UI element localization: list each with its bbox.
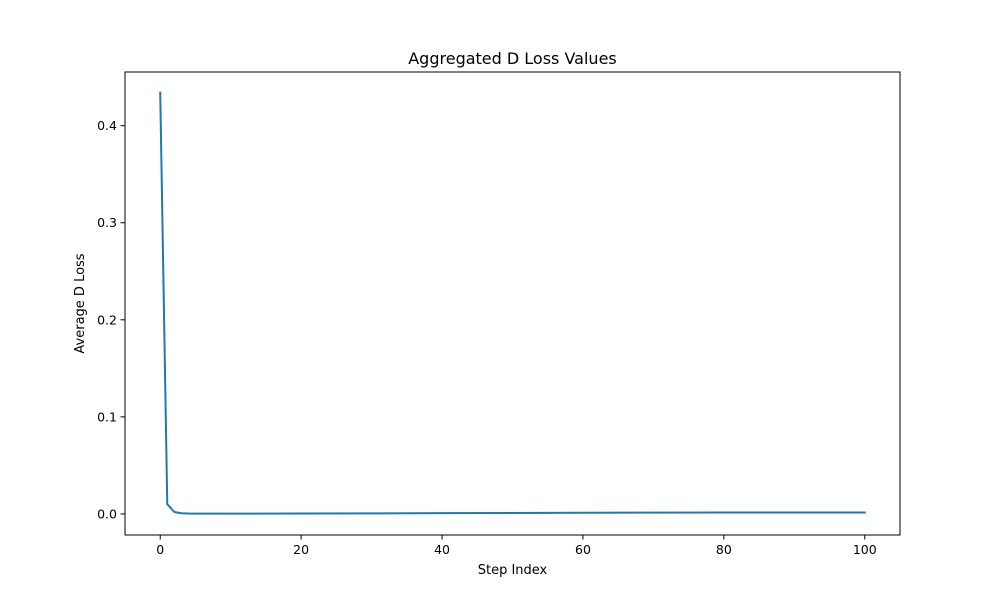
y-tick-label: 0.0 xyxy=(97,506,117,521)
plot-area: 0 20 40 60 80 100 0.0 0.1 0.2 0.3 0.4 xyxy=(97,71,901,557)
x-tick-label: 0 xyxy=(156,542,164,557)
x-tick-label: 20 xyxy=(293,542,309,557)
x-tick-label: 40 xyxy=(434,542,450,557)
y-axis-label: Average D Loss xyxy=(73,253,88,353)
plot-frame xyxy=(124,71,901,536)
chart-title: Aggregated D Loss Values xyxy=(408,49,617,68)
y-tick-label: 0.3 xyxy=(97,215,117,230)
y-tick-label: 0.4 xyxy=(97,118,117,133)
y-tick-label: 0.2 xyxy=(97,312,117,327)
x-tick-label: 60 xyxy=(575,542,591,557)
x-tick-label: 80 xyxy=(716,542,732,557)
series-line-0 xyxy=(159,91,866,515)
x-tick-label: 100 xyxy=(853,542,877,557)
y-tick-label: 0.1 xyxy=(97,409,117,424)
x-axis-label: Step Index xyxy=(478,563,548,578)
